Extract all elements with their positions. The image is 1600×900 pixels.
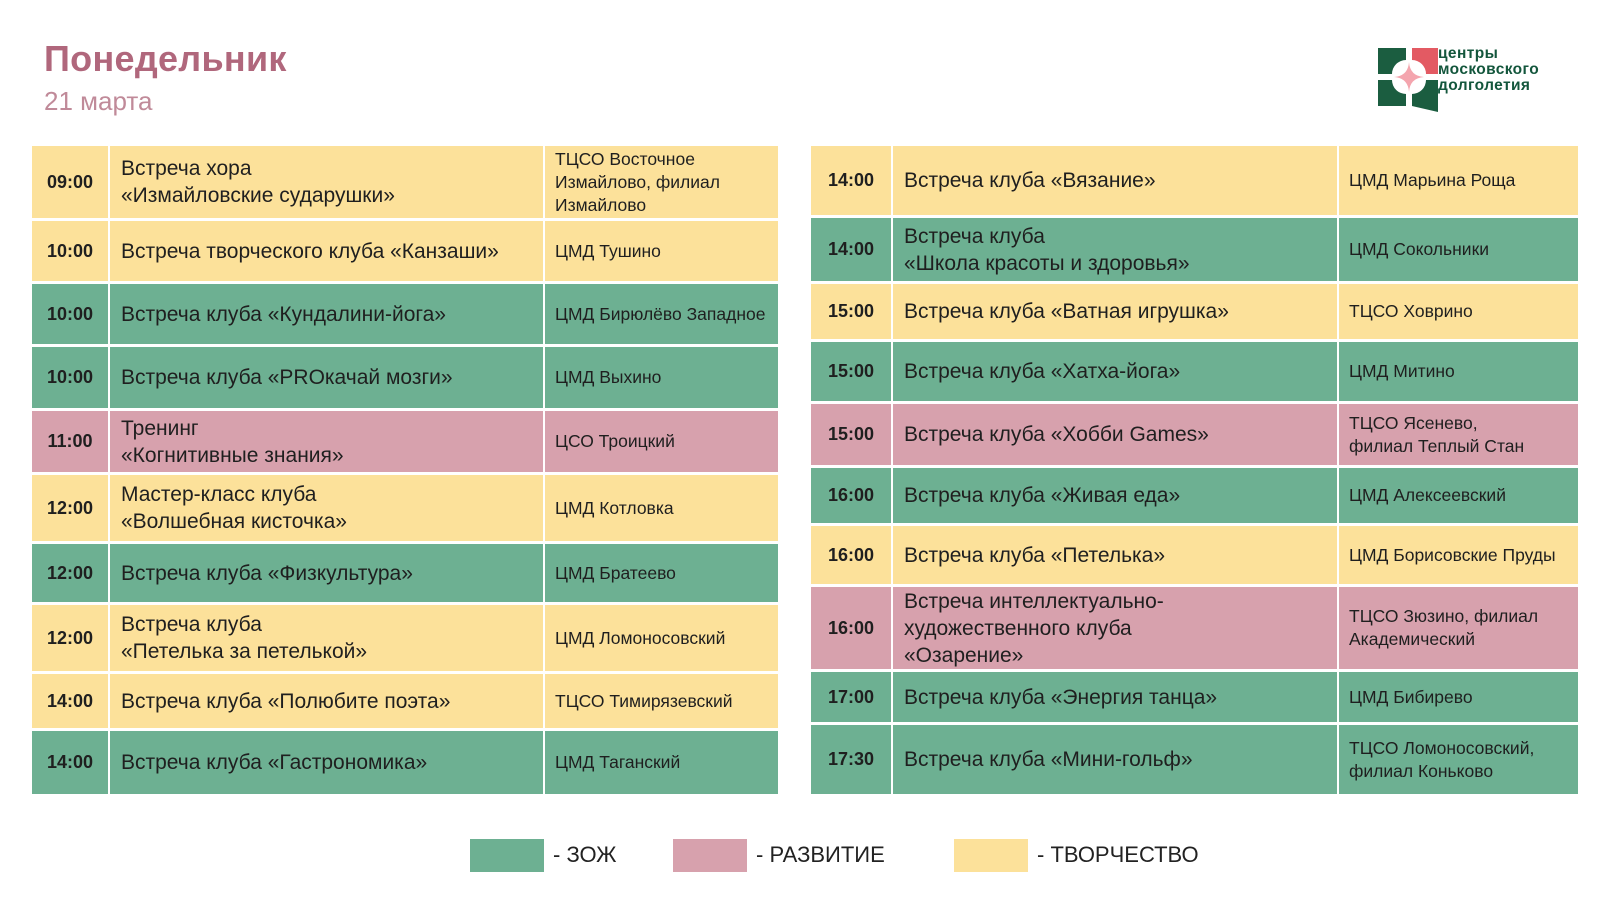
schedule-row: 16:00 Встреча клуба «Петелька» ЦМД Борисов…: [811, 526, 1578, 584]
event-time: 09:00: [32, 146, 110, 218]
schedule-table-left: 09:00 Встреча хора «Измайловские сударушки…: [32, 143, 778, 797]
event-venue: ЦМД Бирюлёво Западное: [545, 284, 778, 344]
event-title: Встреча клуба «Хатха-йога»: [893, 342, 1339, 401]
event-venue: ТЦСО Ломоносовский, филиал Коньково: [1339, 725, 1578, 794]
event-title: Встреча клуба «Петелька»: [893, 526, 1339, 584]
event-venue: ТЦСО Ясенево, филиал Теплый Стан: [1339, 404, 1578, 465]
event-title: Тренинг «Когнитивные знания»: [110, 411, 545, 472]
event-title: Встреча клуба «Хобби Games»: [893, 404, 1339, 465]
event-venue: ЦМД Алексеевский: [1339, 468, 1578, 523]
event-time: 14:00: [32, 731, 110, 794]
schedule-row: 15:00 Встреча клуба «Хатха-йога» ЦМД Митин…: [811, 342, 1578, 401]
event-title: Встреча клуба «Живая еда»: [893, 468, 1339, 523]
event-title: Встреча хора «Измайловские сударушки»: [110, 146, 545, 218]
event-title: Встреча клуба «Мини-гольф»: [893, 725, 1339, 794]
event-time: 17:00: [811, 672, 893, 722]
event-venue: ТЦСО Тимирязевский: [545, 674, 778, 728]
event-title: Встреча клуба «Ватная игрушка»: [893, 284, 1339, 339]
event-time: 14:00: [811, 146, 893, 215]
event-title: Встреча клуба «Гастрономика»: [110, 731, 545, 794]
event-title: Встреча клуба «Вязание»: [893, 146, 1339, 215]
event-venue: ЦМД Сокольники: [1339, 218, 1578, 281]
event-time: 15:00: [811, 342, 893, 401]
event-time: 16:00: [811, 587, 893, 669]
schedule-table-right: 14:00 Встреча клуба «Вязание» ЦМД Марьина …: [811, 143, 1578, 797]
schedule-row: 16:00 Встреча интеллектуально-художествен…: [811, 587, 1578, 669]
event-title: Встреча клуба «Энергия танца»: [893, 672, 1339, 722]
schedule-row: 14:00 Встреча клуба «Полюбите поэта» ТЦСО …: [32, 674, 778, 728]
event-venue: ТЦСО Ховрино: [1339, 284, 1578, 339]
event-venue: ЦМД Марьина Роща: [1339, 146, 1578, 215]
event-venue: ЦМД Котловка: [545, 475, 778, 541]
logo-line: центры: [1438, 45, 1499, 62]
schedule-row: 12:00 Встреча клуба «Физкультура» ЦМД Брат…: [32, 544, 778, 602]
event-venue: ТЦСО Зюзино, филиал Академический: [1339, 587, 1578, 669]
logo-text: центры московского долголетия: [1438, 46, 1539, 94]
legend-swatch: [673, 839, 747, 872]
schedule-row: 10:00 Встреча творческого клуба «Канзаши»…: [32, 221, 778, 281]
legend-swatch: [470, 839, 544, 872]
schedule-row: 14:00 Встреча клуба «Школа красоты и здоро…: [811, 218, 1578, 281]
event-time: 10:00: [32, 284, 110, 344]
schedule-row: 11:00 Тренинг «Когнитивные знания» ЦСО Трои…: [32, 411, 778, 472]
event-title: Мастер-класс клуба «Волшебная кисточка»: [110, 475, 545, 541]
event-venue: ЦМД Таганский: [545, 731, 778, 794]
logo-icon: [1378, 48, 1438, 112]
event-venue: ЦСО Троицкий: [545, 411, 778, 472]
schedule-row: 16:00 Встреча клуба «Живая еда» ЦМД Алексе…: [811, 468, 1578, 523]
event-time: 12:00: [32, 475, 110, 541]
event-time: 12:00: [32, 605, 110, 671]
event-title: Встреча клуба «Петелька за петелькой»: [110, 605, 545, 671]
event-title: Встреча клуба «Полюбите поэта»: [110, 674, 545, 728]
schedule-row: 17:30 Встреча клуба «Мини-гольф» ТЦСО Ломо…: [811, 725, 1578, 794]
legend-label: - ТВОРЧЕСТВО: [1037, 842, 1199, 867]
event-venue: ЦМД Митино: [1339, 342, 1578, 401]
event-time: 10:00: [32, 347, 110, 408]
event-time: 14:00: [32, 674, 110, 728]
event-title: Встреча клуба «Школа красоты и здоровья»: [893, 218, 1339, 281]
schedule-row: 15:00 Встреча клуба «Ватная игрушка» ТЦСО …: [811, 284, 1578, 339]
schedule-row: 10:00 Встреча клуба «Кундалини-йога» ЦМД Б…: [32, 284, 778, 344]
event-time: 15:00: [811, 404, 893, 465]
schedule-row: 12:00 Встреча клуба «Петелька за петелькой…: [32, 605, 778, 671]
schedule-row: 14:00 Встреча клуба «Вязание» ЦМД Марьина …: [811, 146, 1578, 215]
event-title: Встреча интеллектуально-художественного …: [893, 587, 1339, 669]
event-venue: ЦМД Выхино: [545, 347, 778, 408]
schedule-row: 17:00 Встреча клуба «Энергия танца» ЦМД Би…: [811, 672, 1578, 722]
page-date: 21 марта: [44, 86, 153, 116]
schedule-row: 15:00 Встреча клуба «Хобби Games» ТЦСО Ясе…: [811, 404, 1578, 465]
logo-line: московского: [1438, 61, 1540, 78]
event-time: 12:00: [32, 544, 110, 602]
event-time: 14:00: [811, 218, 893, 281]
logo-line: долголетия: [1438, 77, 1531, 94]
event-time: 16:00: [811, 468, 893, 523]
legend-label: - РАЗВИТИЕ: [756, 842, 885, 867]
logo: центры московского долголетия: [1376, 44, 1586, 118]
event-title: Встреча клуба «Кундалини-йога»: [110, 284, 545, 344]
event-venue: ЦМД Борисовские Пруды: [1339, 526, 1578, 584]
event-title: Встреча творческого клуба «Канзаши»: [110, 221, 545, 281]
event-venue: ЦМД Братеево: [545, 544, 778, 602]
schedule-row: 09:00 Встреча хора «Измайловские сударушки…: [32, 146, 778, 218]
schedule-row: 10:00 Встреча клуба «PROкачай мозги» ЦМД В…: [32, 347, 778, 408]
event-time: 11:00: [32, 411, 110, 472]
event-time: 17:30: [811, 725, 893, 794]
legend-label: - ЗОЖ: [553, 842, 617, 867]
schedule-row: 12:00 Мастер-класс клуба «Волшебная кисточ…: [32, 475, 778, 541]
page-title: Понедельник: [44, 38, 287, 79]
legend: - ЗОЖ - РАЗВИТИЕ - ТВОРЧЕСТВО: [0, 839, 1600, 873]
event-time: 15:00: [811, 284, 893, 339]
event-time: 16:00: [811, 526, 893, 584]
event-title: Встреча клуба «Физкультура»: [110, 544, 545, 602]
event-venue: ТЦСО Восточное Измайлово, филиал Измайло…: [545, 146, 778, 218]
event-time: 10:00: [32, 221, 110, 281]
legend-swatch: [954, 839, 1028, 872]
schedule-row: 14:00 Встреча клуба «Гастрономика» ЦМД Таг…: [32, 731, 778, 794]
event-venue: ЦМД Тушино: [545, 221, 778, 281]
event-venue: ЦМД Ломоносовский: [545, 605, 778, 671]
event-venue: ЦМД Бибирево: [1339, 672, 1578, 722]
event-title: Встреча клуба «PROкачай мозги»: [110, 347, 545, 408]
